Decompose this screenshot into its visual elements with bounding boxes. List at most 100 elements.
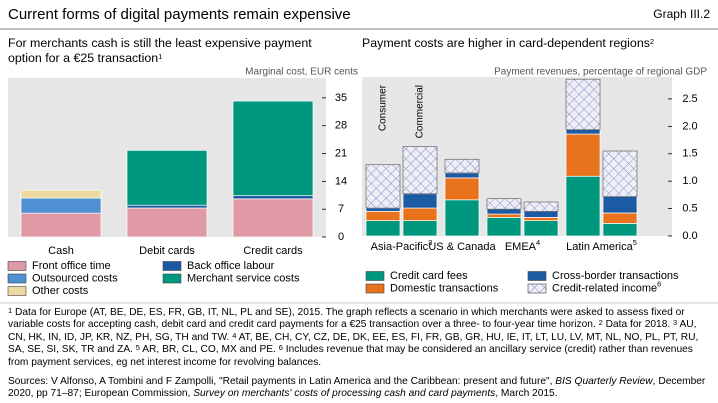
legend-swatch [7,286,27,296]
bar-label: Commercial [415,85,426,138]
bar-segment [602,150,638,197]
bar-segment [523,220,559,237]
y-tick-label: 2.0 [682,120,697,132]
x-tick-label: Latin America5 [566,238,637,253]
bar-segment [444,199,480,237]
x-tick-label: Credit cards [243,245,303,257]
footnote-text: Includes revenue that may be considered … [8,344,693,368]
bar-segment [126,149,208,206]
legend-swatch [162,273,182,284]
bar-segment [365,207,401,212]
category-name: US & Canada [428,241,496,253]
axis-label: Payment revenues, percentage of regional… [494,67,707,78]
category-note: 4 [536,238,540,247]
bar-segment [602,223,638,237]
header-title: Current forms of digital payments remain… [8,6,351,23]
legend-swatch [7,261,27,271]
bar-segment [365,220,401,237]
title-note: 1 [158,52,163,61]
legend-label: Domestic transactions [390,282,499,294]
bar-segment [365,210,401,221]
category-name: Debit cards [139,245,195,257]
y-tick-label: 7 [338,203,344,215]
bar-segment [232,100,314,197]
legend-label: Back office labour [187,260,275,272]
legend-name: Credit card fees [390,270,468,282]
legend-name: Front office time [32,260,111,272]
x-tick-label: US & Canada [428,241,496,253]
bar-segment [602,212,638,224]
title-note: 2 [649,37,655,46]
y-tick-label: 1.0 [682,175,697,187]
bar-segment [20,189,102,199]
bar-label: Consumer [378,84,389,131]
x-tick-label: Debit cards [139,245,195,257]
category-note: 5 [633,238,637,247]
x-tick-label: Cash [48,245,74,257]
legend-note: 6 [657,279,661,288]
bar-segment [565,175,601,237]
bar-segment [486,217,522,237]
bar-segment [444,172,480,179]
legend-swatch [162,261,182,271]
footnote-mark: 3 [673,318,678,328]
x-tick-label: Asia-Pacific3 [371,238,433,253]
y-tick-label: 0 [338,231,344,243]
bar-segment [565,133,601,177]
legend-swatch [365,271,385,281]
legend-name: Merchant service costs [187,272,300,284]
footnote-mark: 2 [598,318,603,328]
y-tick-label: 35 [335,92,347,104]
legend-label: Cross-border transactions [552,270,679,282]
footnote-mark: 5 [135,343,140,353]
bar-segment [523,217,559,221]
legend-label: Other costs [32,285,89,297]
sources: Sources: V Alfonso, A Tombini and F Zamp… [8,376,711,401]
footnote-text: Data for Europe (AT, BE, DE, ES, FR, GB,… [8,307,685,331]
category-name: Cash [48,245,74,257]
bar-segment [20,212,102,238]
bar-segment [402,193,438,209]
source-text: , March 2015. [495,388,558,400]
legend-swatch [527,283,547,294]
y-tick-label: 1.5 [682,148,697,160]
bar-segment [486,213,522,218]
category-name: EMEA [505,241,537,253]
bar-segment [20,197,102,214]
legend-name: Domestic transactions [390,282,499,294]
legend-name: Outsourced costs [32,272,118,284]
x-tick-label: EMEA4 [505,238,540,253]
footnote-text: AT, BE, CH, CY, CZ, DE, DK, EE, ES, FI, … [8,331,699,356]
bar-segment [232,198,314,238]
title-text: For merchants cash is still the least ex… [8,36,312,65]
source-text: BIS Quarterly Review [555,376,653,387]
footnotes: 1 Data for Europe (AT, BE, DE, ES, FR, G… [8,306,711,369]
y-tick-label: 28 [335,120,347,132]
graph-id: Graph III.2 [653,7,710,21]
legend-name: Credit-related income [552,282,657,294]
bar-segment [232,195,314,200]
bar-segment [486,208,522,215]
bar-segment [402,207,438,221]
panel-title: For merchants cash is still the least ex… [8,36,338,66]
bar-segment [402,220,438,237]
bar-segment [602,196,638,214]
legend-swatch [365,283,385,294]
y-tick-label: 2.5 [682,93,697,105]
bar-segment [565,78,601,130]
legend-swatch [7,273,27,284]
category-name: Latin America [566,241,634,253]
y-tick-label: 0.0 [682,230,697,242]
footnote-mark: 6 [278,343,283,353]
legend-label: Merchant service costs [187,272,300,284]
bar-segment [444,158,480,174]
panel-title: Payment costs are higher in card-depende… [362,36,712,51]
legend-name: Back office labour [187,260,275,272]
footnote-text: AR, BR, CL, CO, MX and PE. [142,344,276,356]
legend-label: Credit-related income6 [552,279,661,294]
bar-segment [365,164,401,209]
legend-name: Other costs [32,285,89,297]
footnote-text: AU, CN, HK, IN, ID, JP, KR, NZ, PH, SG, … [8,319,697,343]
source-text: , December 2020, pp 71–87; European Comm… [8,376,706,400]
